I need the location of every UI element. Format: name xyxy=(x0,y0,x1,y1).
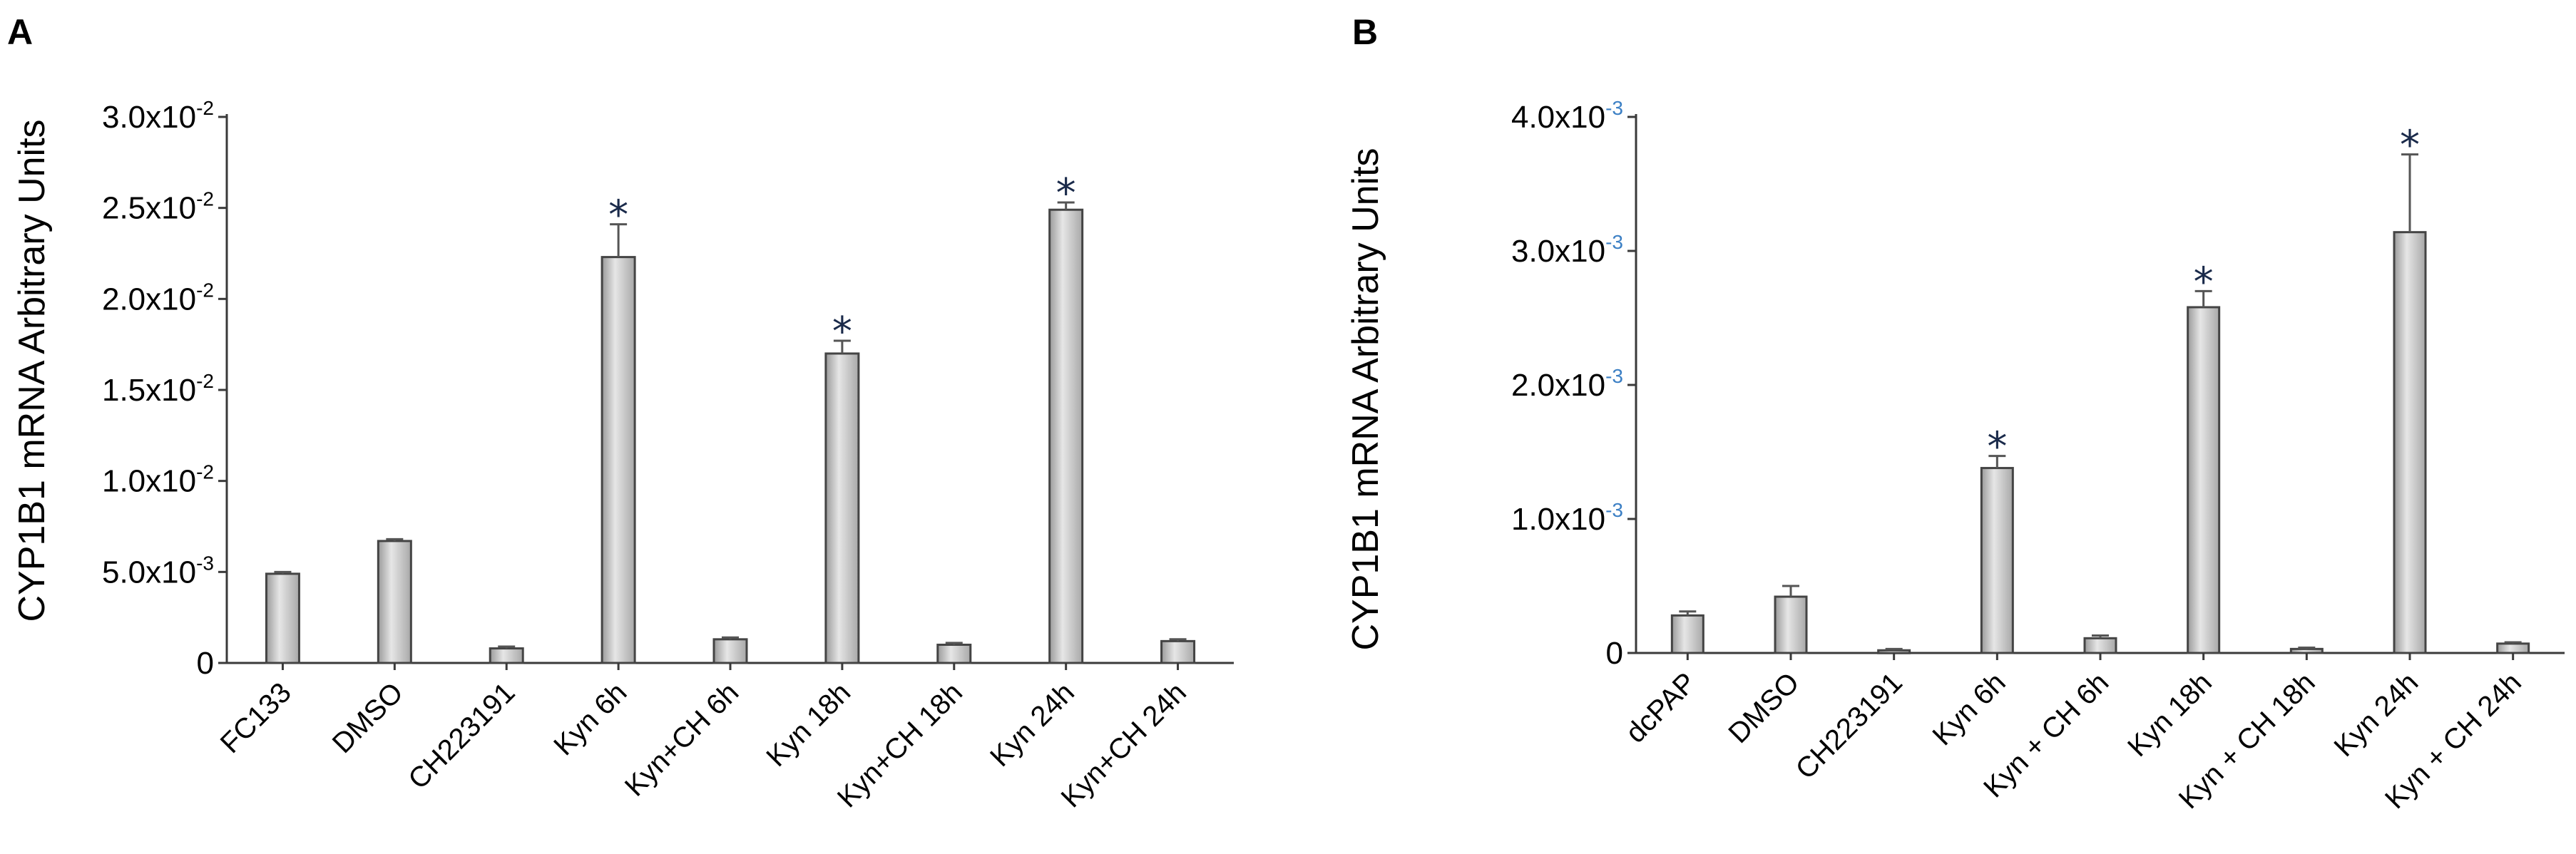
x-tick-label-a: FC133 xyxy=(215,676,297,759)
chart-panel-b: B CYP1B1 mRNA Arbitrary Units 0 1.0x10-3 2… xyxy=(1288,0,2576,854)
y-tick-label-b: 2.0x10-3 xyxy=(1511,365,1623,403)
bar-b-0 xyxy=(1670,614,1704,654)
bar-b-1 xyxy=(1774,595,1808,654)
y-axis-label-a: CYP1B1 mRNA Arbitrary Units xyxy=(11,119,53,622)
significance-marker-b-7: * xyxy=(2400,123,2420,169)
y-tick-label-b: 0 xyxy=(1606,636,1623,671)
bar-b-4 xyxy=(2083,637,2117,654)
bar-b-6 xyxy=(2289,647,2324,654)
significance-marker-b-3: * xyxy=(1987,424,2007,470)
x-tick-label-a: Kyn 18h xyxy=(760,676,857,773)
x-tick-label-a: Kyn 24h xyxy=(984,676,1080,773)
y-tick-label-a: 2.0x10-2 xyxy=(102,279,214,317)
bar-a-8 xyxy=(1160,639,1196,664)
x-tick-label-a: Kyn+CH 6h xyxy=(619,676,745,803)
x-tick-label-b: Kyn 24h xyxy=(2328,667,2424,763)
y-tick-label-b: 1.0x10-3 xyxy=(1511,499,1623,537)
bar-chart-a: A CYP1B1 mRNA Arbitrary Units 0 5.0x10-3 1… xyxy=(7,12,1234,814)
bar-b-7 xyxy=(2393,231,2427,654)
x-tick-label-b: Kyn 18h xyxy=(2122,667,2218,763)
y-tick-label-a: 2.5x10-2 xyxy=(102,188,214,226)
x-tick-label-a: Kyn 6h xyxy=(548,676,633,761)
x-tick-label-b: DMSO xyxy=(1722,667,1805,749)
y-tick-label-a: 0 xyxy=(197,646,214,681)
x-tick-label-b: dcPAP xyxy=(1620,667,1702,748)
bar-b-8 xyxy=(2496,642,2530,654)
bar-b-3 xyxy=(1980,467,2014,654)
bar-a-1 xyxy=(377,540,412,664)
panel-label-a: A xyxy=(7,12,33,52)
significance-marker-b-5: * xyxy=(2194,259,2214,305)
bar-a-4 xyxy=(712,638,748,664)
bar-chart-b: B CYP1B1 mRNA Arbitrary Units 0 1.0x10-3 2… xyxy=(1345,12,2565,815)
y-tick-label-a: 5.0x10-3 xyxy=(102,552,214,590)
bar-a-6 xyxy=(936,643,972,664)
significance-marker-a-3: * xyxy=(608,192,628,239)
bar-b-5 xyxy=(2187,306,2221,654)
bar-a-3 xyxy=(600,256,636,664)
y-tick-label-b: 3.0x10-3 xyxy=(1511,231,1623,269)
x-tick-label-b: CH223191 xyxy=(1790,667,1908,785)
bar-a-7 xyxy=(1048,208,1084,664)
x-tick-label-b: Kyn 6h xyxy=(1927,667,2012,751)
y-axis-label-b: CYP1B1 mRNA Arbitrary Units xyxy=(1345,148,1386,650)
bar-b-2 xyxy=(1877,649,1911,654)
bar-a-0 xyxy=(265,572,300,664)
y-tick-label-a: 1.5x10-2 xyxy=(102,370,214,408)
x-tick-label-a: CH223191 xyxy=(402,676,521,795)
panel-label-b: B xyxy=(1352,12,1378,52)
bar-a-2 xyxy=(489,647,524,664)
x-tick-label-a: DMSO xyxy=(327,676,409,759)
y-tick-label-b: 4.0x10-3 xyxy=(1511,97,1623,135)
bar-a-5 xyxy=(824,352,860,664)
significance-marker-a-5: * xyxy=(832,309,852,355)
significance-marker-a-7: * xyxy=(1056,170,1076,217)
chart-panel-a: A CYP1B1 mRNA Arbitrary Units 0 5.0x10-3 1… xyxy=(7,12,1234,814)
y-tick-label-a: 3.0x10-2 xyxy=(102,97,214,135)
y-tick-label-a: 1.0x10-2 xyxy=(102,461,214,499)
